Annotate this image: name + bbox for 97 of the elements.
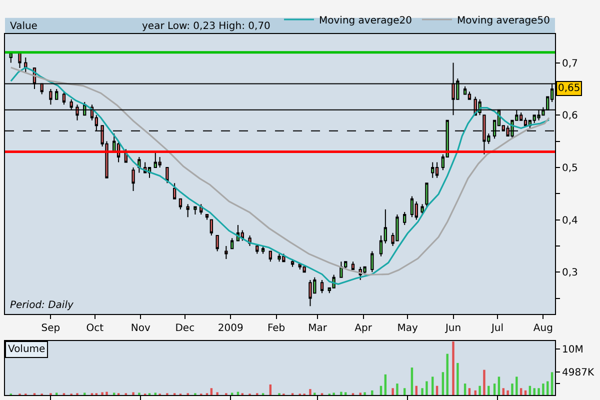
bar [511,384,514,395]
y-tick-label: 0,6 [562,110,578,122]
x-tick-label: Dec [175,323,195,334]
bar [410,368,414,395]
candlestick [224,245,228,260]
candlestick [49,88,52,106]
annotation: Period: Daily [10,300,74,311]
y-tick-label: 0,7 [562,58,578,70]
bar [474,390,476,395]
x-tick-label: Aug [533,323,553,334]
candlestick [425,182,428,208]
bar [483,370,486,395]
x-tick-label: Mar [308,323,328,334]
candlestick [351,261,355,270]
bar [533,388,536,395]
candlestick [370,250,374,273]
text: year Low: 0,23 High: 0,70 [142,21,270,32]
bar [442,372,444,395]
candlestick [308,279,312,307]
bar [493,384,496,395]
candlestick [178,198,182,210]
y-tick-label: 0,5 [562,162,578,174]
candlestick [261,245,265,254]
bar [446,354,448,395]
candlestick [205,214,209,220]
y-tick-label: 4987K [562,368,594,379]
bar [371,390,374,395]
bar [392,388,394,395]
candlestick [194,206,197,216]
text: Value [10,21,38,32]
y-tick-label: 0,3 [562,268,578,279]
bar [269,384,272,395]
x-tick-label: Apr [354,323,373,334]
bar [384,374,387,395]
bar [516,376,518,395]
x-tick-label: Jul [490,323,504,334]
candlestick [268,250,272,262]
y-tick-label: 10M [562,344,584,356]
bar [403,388,406,395]
candlestick [172,182,176,200]
x-tick-label: Nov [130,323,150,334]
candlestick [158,156,162,168]
bar [542,384,544,395]
annotation: 0,65 [558,83,580,94]
candlestick [62,91,66,106]
candlestick [230,238,234,250]
bar [452,341,454,395]
bar [550,372,554,395]
x-tick-label: Oct [86,323,104,334]
candlestick [186,204,190,218]
bar [468,388,471,395]
candlestick [290,258,294,268]
bar [309,389,312,395]
candlestick [166,166,169,184]
legend-label: Moving average50 [456,15,550,26]
x-tick-label: Feb [267,323,286,334]
candlestick [435,162,439,178]
bar [106,392,108,395]
bar [502,388,504,395]
bar [456,362,459,395]
candlestick [216,235,219,252]
candlestick [403,211,406,226]
candlestick [431,162,434,178]
candlestick [302,266,306,273]
bar [101,392,104,395]
bar [132,392,134,395]
legend-label: Moving average20 [319,15,412,26]
candlestick [55,88,58,100]
x-tick-label: Sep [41,323,60,334]
candlestick [210,219,214,236]
bar [538,388,540,395]
candlestick [410,196,414,218]
bar [421,388,424,395]
candlestick [132,166,135,192]
candlestick [420,204,424,216]
bar [478,386,481,395]
candlestick [340,261,343,278]
bar [506,390,509,395]
bar [432,376,434,395]
bar [364,392,366,395]
bar [464,384,466,395]
bar [426,381,428,395]
bar [520,388,522,395]
candlestick [256,245,259,254]
bar [340,392,342,395]
candlestick [320,279,324,294]
x-tick-label: Jun [444,323,462,334]
chart-title: Volume [8,344,46,355]
bar [216,392,218,395]
bar [396,384,398,395]
bar [498,376,500,395]
x-tick-label: May [397,323,418,334]
bar [210,388,213,395]
candlestick [18,52,22,69]
bar [488,386,490,395]
x-tick-label: 2009 [218,323,244,334]
y-tick-label: 0,4 [562,215,578,226]
